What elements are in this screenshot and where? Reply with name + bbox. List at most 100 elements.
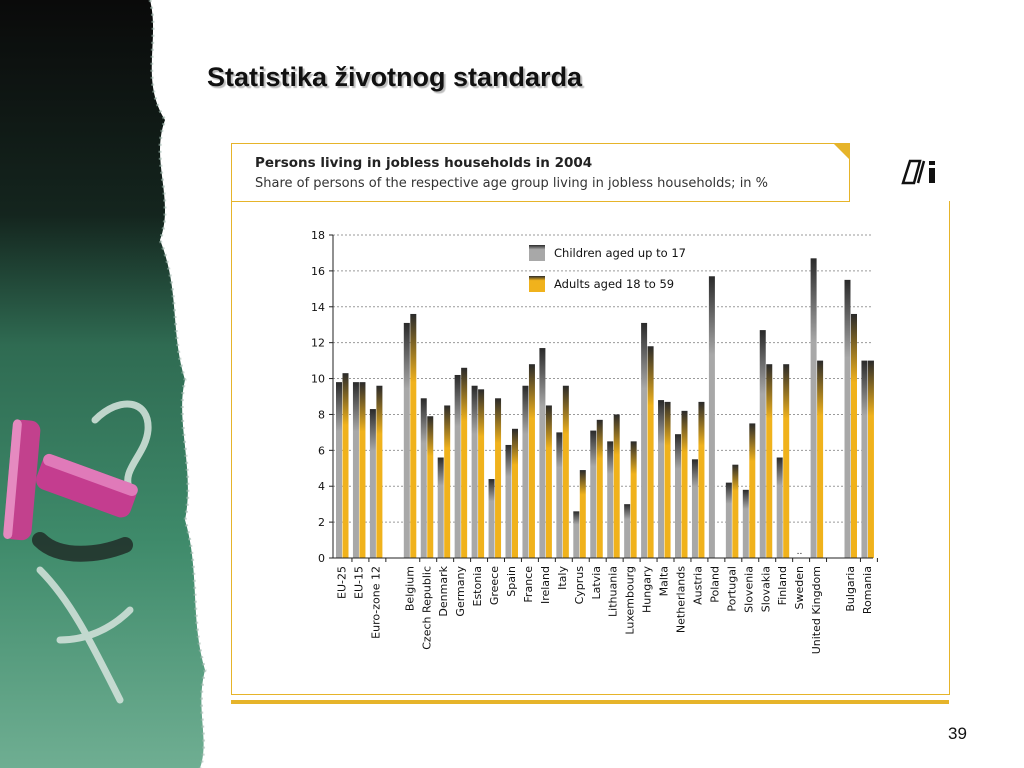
x-tick-label: Malta [658,566,671,596]
x-tick-label: Spain [505,566,518,597]
chalkboard-decoration [0,0,207,768]
bar-children [641,322,648,558]
x-tick-label: EU-25 [336,566,349,599]
x-tick-label: EU-15 [352,566,365,599]
y-tick-label: 16 [311,265,325,278]
y-tick-label: 4 [318,480,325,493]
bar-adults [851,313,857,558]
bar-children [607,441,614,558]
x-tick-label: Lithuania [607,566,620,617]
bar-children [420,398,427,558]
bar-children [844,279,851,558]
bar-children [369,409,376,558]
y-tick-label: 8 [318,408,325,421]
bar-adults [647,346,654,558]
y-tick-label: 0 [318,552,325,565]
x-tick-label: Greece [488,566,501,605]
x-tick-label: Denmark [437,565,450,616]
bar-adults [732,464,739,558]
bar-adults [444,405,451,558]
bar-chart: 0 2 4 6 8 10 12 14 16 18 EU-25 EU-15 Euro-zone 12 Bel… [311,229,878,654]
y-tick-label: 14 [311,301,325,314]
bar-adults [562,385,569,558]
x-tick-label: France [522,566,535,603]
bar-adults [817,360,824,558]
bar-children [658,400,665,558]
bar-children [573,511,580,558]
bar-adults [613,414,620,558]
bar-adults [342,373,349,558]
bar-children [505,444,512,558]
y-tick-label: 2 [318,516,325,529]
bar-adults [478,389,485,558]
chart-subtitle: Share of persons of the respective age g… [255,176,769,191]
bar-adults [867,360,874,558]
y-tick-label: 18 [311,229,325,242]
x-tick-label: Euro-zone 12 [369,566,382,639]
x-tick-label: Sweden [793,566,806,609]
bar-children [861,360,868,558]
chart-title: Persons living in jobless households in … [255,155,593,171]
bottom-accent-bar [231,700,949,704]
x-tick-label: Austria [691,566,704,605]
x-tick-label: Poland [708,566,721,603]
x-tick-label: Luxembourg [624,566,637,635]
chart-panel: Persons living in jobless households in … [231,143,950,696]
bar-children [336,382,342,558]
chalk-stick-magenta [3,419,41,541]
x-tick-label: Czech Republic [420,566,433,650]
y-tick-label: 6 [318,444,325,457]
bar-adults [495,398,502,558]
bar-adults [766,364,773,558]
x-tick-label: Finland [776,566,789,605]
bar-adults [681,410,688,558]
x-tick-label: Portugal [725,566,738,612]
slide-number: 39 [948,724,967,743]
missing-value-label: .. [797,547,803,557]
bar-children [539,348,546,558]
y-tick-label: 10 [311,373,325,386]
bar-children [708,276,715,558]
x-tick-label: Slovakia [759,566,772,612]
chart-frame [231,201,950,695]
legend-label: Adults aged 18 to 59 [554,277,674,291]
bar-children [522,385,529,558]
legend-swatch [529,276,545,292]
bar-children [488,479,495,558]
x-tick-label: Belgium [403,566,416,611]
chalk-stick-pink [36,453,138,518]
bar-children [471,385,478,558]
bar-children [691,459,698,558]
chart-header: Persons living in jobless households in … [231,143,850,202]
bar-adults [749,423,756,558]
bar-children [675,434,681,558]
bar-adults [630,441,637,558]
x-tick-label: Estonia [471,566,484,607]
bar-children [759,330,766,558]
x-tick-label: Slovenia [742,566,755,613]
bar-adults [545,405,552,558]
legend-label: Children aged up to 17 [554,246,686,260]
bar-children [437,457,444,558]
bar-adults [596,419,603,558]
bar-adults [427,416,434,558]
bar-adults [410,313,417,558]
y-tick-label: 12 [311,337,325,350]
header-corner-accent [833,143,850,160]
bar-adults [512,428,518,558]
bar-adults [461,367,468,558]
x-tick-label: Latvia [590,566,603,600]
bar-children [454,374,461,558]
bar-children [810,258,817,558]
bar-adults [698,401,705,558]
bar-adults [579,470,586,558]
legend-swatch [529,245,545,261]
bar-children [556,432,563,558]
x-tick-label: Netherlands [675,566,688,633]
x-tick-label: Hungary [641,566,654,613]
bar-children [742,489,749,558]
bar-adults [664,401,671,558]
bar-children [590,430,597,558]
eurostat-logo-icon [901,159,935,185]
x-tick-label: Cyprus [573,566,586,605]
